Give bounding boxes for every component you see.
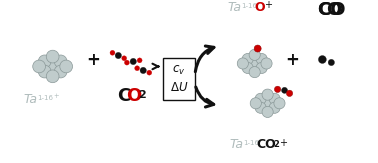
Circle shape: [122, 56, 127, 61]
Text: +: +: [87, 52, 101, 69]
Text: 1-16: 1-16: [37, 95, 53, 101]
Circle shape: [237, 58, 248, 69]
Circle shape: [60, 60, 73, 73]
Text: C: C: [318, 1, 331, 19]
Text: +: +: [263, 0, 272, 10]
Circle shape: [137, 58, 142, 63]
Text: 1-16: 1-16: [241, 3, 257, 9]
Circle shape: [318, 56, 326, 63]
Circle shape: [130, 58, 136, 65]
Text: CO: CO: [257, 138, 276, 151]
Text: O: O: [255, 1, 265, 14]
Text: 2: 2: [138, 90, 146, 100]
Circle shape: [328, 59, 335, 66]
Circle shape: [255, 93, 266, 104]
Text: Ta: Ta: [24, 93, 38, 106]
Circle shape: [250, 98, 261, 109]
Circle shape: [262, 98, 273, 109]
Text: $\Delta U$: $\Delta U$: [170, 81, 188, 94]
Circle shape: [254, 45, 261, 52]
Circle shape: [38, 55, 51, 68]
Text: O: O: [326, 1, 342, 19]
Circle shape: [135, 66, 139, 71]
Text: Ta: Ta: [230, 138, 244, 151]
Circle shape: [287, 90, 293, 96]
Circle shape: [269, 93, 280, 104]
Circle shape: [140, 67, 146, 74]
Text: CO: CO: [318, 1, 346, 19]
Circle shape: [249, 49, 260, 60]
Circle shape: [262, 106, 273, 118]
Circle shape: [46, 60, 59, 73]
Circle shape: [255, 102, 266, 113]
Circle shape: [274, 86, 281, 93]
Text: +: +: [279, 138, 287, 148]
Circle shape: [54, 55, 67, 68]
Circle shape: [249, 67, 260, 78]
Circle shape: [242, 62, 253, 74]
Circle shape: [261, 58, 272, 69]
Circle shape: [124, 60, 129, 65]
Circle shape: [115, 52, 121, 59]
Text: $^+$: $^+$: [52, 93, 60, 103]
Circle shape: [46, 50, 59, 63]
Circle shape: [256, 53, 267, 65]
Text: 2: 2: [274, 140, 279, 149]
Circle shape: [54, 65, 67, 78]
Circle shape: [38, 65, 51, 78]
Circle shape: [262, 89, 273, 100]
Text: O: O: [126, 87, 141, 105]
Text: Ta: Ta: [228, 1, 242, 14]
Text: 1-16: 1-16: [243, 140, 259, 146]
Text: C: C: [117, 87, 130, 105]
Circle shape: [33, 60, 45, 73]
Circle shape: [110, 50, 115, 55]
Circle shape: [249, 58, 260, 69]
Circle shape: [274, 98, 285, 109]
Circle shape: [282, 87, 288, 93]
FancyBboxPatch shape: [163, 59, 195, 100]
Circle shape: [46, 70, 59, 83]
Circle shape: [269, 102, 280, 113]
Circle shape: [242, 53, 253, 65]
Text: $c_v$: $c_v$: [172, 64, 186, 77]
Text: +: +: [285, 52, 299, 69]
Circle shape: [147, 70, 152, 75]
Circle shape: [256, 62, 267, 74]
